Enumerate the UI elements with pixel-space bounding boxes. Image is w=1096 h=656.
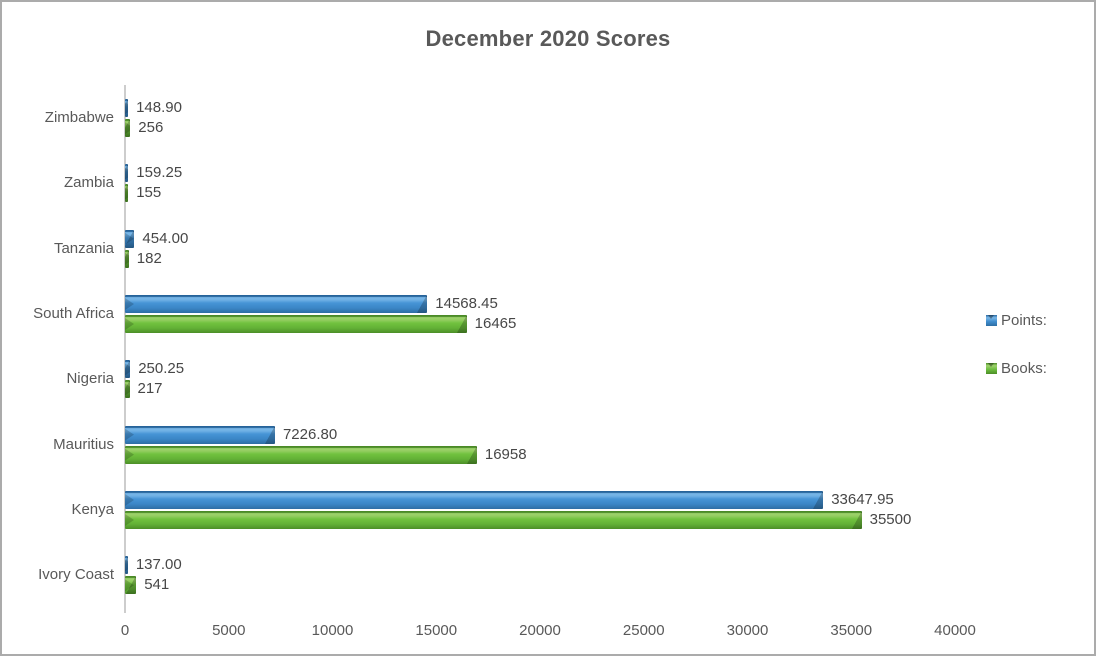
y-axis-line — [124, 85, 126, 613]
category-label: Tanzania — [53, 239, 114, 257]
books-value-label: 16958 — [484, 445, 527, 463]
books-value-label: 35500 — [869, 510, 912, 528]
legend[interactable]: Points: Books: — [986, 311, 1047, 407]
bar-books[interactable] — [125, 315, 467, 334]
x-axis-tick-label: 0 — [120, 622, 130, 639]
points-value-label: 148.90 — [136, 99, 182, 117]
books-value-label: 155 — [136, 184, 162, 202]
points-series-icon — [986, 314, 997, 326]
chart-title: December 2020 Scores — [425, 26, 671, 51]
category-label: Zimbabwe — [44, 109, 114, 127]
x-axis-tick-label: 10000 — [311, 622, 354, 639]
bar-points[interactable] — [125, 556, 128, 575]
bar-books[interactable] — [125, 380, 130, 399]
x-axis-tick-label: 35000 — [830, 622, 873, 639]
bar-books[interactable] — [125, 576, 137, 595]
points-value-label: 7226.80 — [282, 425, 338, 443]
points-value-label: 14568.45 — [435, 295, 498, 313]
category-label: Nigeria — [66, 370, 114, 388]
x-axis-tick-label: 30000 — [726, 622, 769, 639]
x-axis-tick-label: 40000 — [934, 622, 976, 639]
legend-entry-points[interactable]: Points: — [986, 311, 1047, 329]
points-value-label: 137.00 — [135, 556, 182, 574]
bar-books[interactable] — [125, 510, 862, 529]
x-axis-tick-label: 25000 — [622, 622, 665, 639]
books-value-label: 182 — [136, 249, 162, 267]
legend-label-books: Books: — [1001, 359, 1047, 377]
bar-books[interactable] — [125, 249, 129, 268]
bar-points[interactable] — [125, 425, 275, 444]
points-value-label: 33647.95 — [831, 490, 894, 508]
bar-points[interactable] — [125, 490, 824, 509]
books-value-label: 541 — [144, 576, 170, 594]
category-label: Ivory Coast — [38, 566, 114, 584]
bar-points[interactable] — [125, 360, 131, 379]
books-value-label: 217 — [137, 380, 163, 398]
bar-points[interactable] — [125, 99, 129, 118]
bar-books[interactable] — [125, 445, 477, 464]
books-value-label: 16465 — [474, 315, 517, 333]
points-value-label: 454.00 — [142, 229, 189, 247]
x-axis-tick-label: 5000 — [212, 622, 246, 639]
x-axis-tick-label: 15000 — [415, 622, 458, 639]
bar-books[interactable] — [125, 184, 129, 203]
category-label: Zambia — [63, 174, 114, 192]
books-series-icon — [986, 362, 997, 374]
x-axis-tick-label: 20000 — [519, 622, 561, 639]
bar-books[interactable] — [125, 119, 131, 138]
category-label: Mauritius — [53, 435, 114, 453]
points-value-label: 250.25 — [138, 360, 185, 378]
category-label: South Africa — [33, 305, 114, 323]
books-value-label: 256 — [138, 119, 164, 137]
legend-entry-books[interactable]: Books: — [986, 359, 1047, 377]
points-value-label: 159.25 — [136, 164, 183, 182]
bar-points[interactable] — [125, 295, 428, 314]
legend-label-points: Points: — [1001, 311, 1047, 329]
bar-points[interactable] — [125, 164, 129, 183]
bar-points[interactable] — [125, 229, 135, 248]
category-label: Kenya — [71, 500, 114, 518]
